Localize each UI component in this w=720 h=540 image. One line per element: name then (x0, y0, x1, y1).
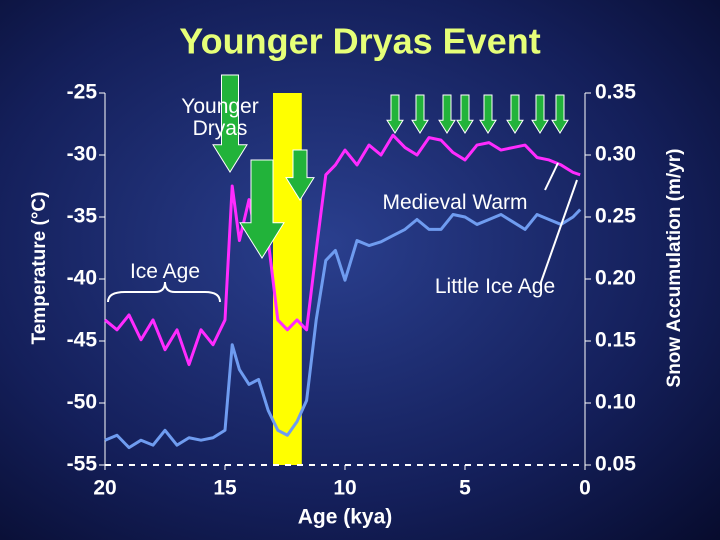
arrow (531, 94, 549, 134)
y-tick-label: -25 (67, 81, 98, 104)
arrow (551, 94, 569, 134)
brace (107, 281, 221, 303)
y-tick-label: -45 (67, 329, 98, 352)
y-tick-label: -30 (67, 143, 97, 166)
arrow (386, 94, 404, 134)
x-tick-label: 5 (459, 477, 471, 500)
arrow (438, 94, 456, 134)
arrow (506, 94, 524, 134)
annotation: Little Ice Age (434, 275, 556, 298)
y2-tick-label: 0.25 (595, 205, 636, 228)
annotation: Younger Dryas (181, 95, 259, 140)
data-line (104, 133, 581, 367)
x-tick-label: 0 (579, 477, 591, 500)
data-line (104, 208, 582, 450)
y-axis-label: Temperature (°C) (29, 192, 50, 345)
y-tick-label: -40 (67, 267, 97, 290)
y2-tick-label: 0.15 (595, 329, 636, 352)
y2-tick-label: 0.20 (595, 267, 636, 290)
pointer (539, 179, 578, 286)
annotation: Ice Age (129, 260, 201, 283)
highlight-band (273, 93, 302, 465)
arrow (239, 159, 285, 259)
y2-tick-label: 0.10 (595, 391, 636, 414)
x-tick-label: 15 (213, 477, 237, 500)
arrow (212, 74, 248, 173)
x-tick-label: 20 (93, 477, 116, 500)
y2-tick-label: 0.05 (595, 453, 636, 476)
chart-title: Younger Dryas Event (179, 21, 540, 62)
y2-tick-label: 0.35 (595, 81, 636, 104)
x-tick-label: 10 (333, 477, 356, 500)
arrow (411, 94, 429, 134)
y2-axis-label: Snow Accumulation (m/yr) (664, 149, 685, 388)
y2-tick-label: 0.30 (595, 143, 636, 166)
annotation: Medieval Warm (382, 191, 528, 214)
pointer (544, 162, 559, 191)
x-axis-label: Age (kya) (298, 506, 393, 529)
arrow (456, 94, 474, 134)
y-tick-label: -35 (67, 205, 98, 228)
y-tick-label: -50 (67, 391, 97, 414)
y-tick-label: -55 (67, 453, 98, 476)
arrow (479, 94, 497, 134)
arrow (285, 149, 315, 201)
